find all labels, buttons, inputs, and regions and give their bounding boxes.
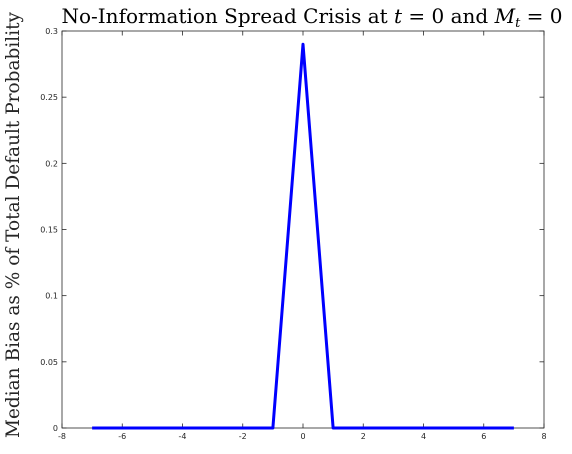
y-tick-label: 0.15 [40,226,58,235]
y-tick-label: 0.1 [45,292,58,301]
y-tick-label: 0.3 [45,27,58,36]
x-tick-label: 2 [361,432,366,441]
y-tick-label: 0.05 [40,358,58,367]
x-tick-label: 4 [421,432,426,441]
x-tick-label: -2 [239,432,247,441]
series-line [92,42,514,430]
x-tick-label: -4 [179,432,187,441]
y-tick-label: 0 [53,424,58,433]
x-tick-label: 8 [541,432,546,441]
plot-area: -8 -6 -4 -2 0 2 4 6 8 0 0.05 0.1 0.15 0.2 0.25 0.3 [40,27,546,441]
axes-box [61,30,545,429]
x-tick-label: -6 [118,432,126,441]
x-tick-label: -8 [58,432,66,441]
y-tick-label: 0.2 [45,159,58,168]
x-tick-label: 0 [300,432,305,441]
chart-title: No-Information Spread Crisis at t = 0 an… [61,4,562,31]
y-tick-label: 0.25 [40,93,58,102]
x-tick-label: 6 [481,432,486,441]
y-axis-label: Median Bias as % of Total Default Probab… [3,11,24,438]
